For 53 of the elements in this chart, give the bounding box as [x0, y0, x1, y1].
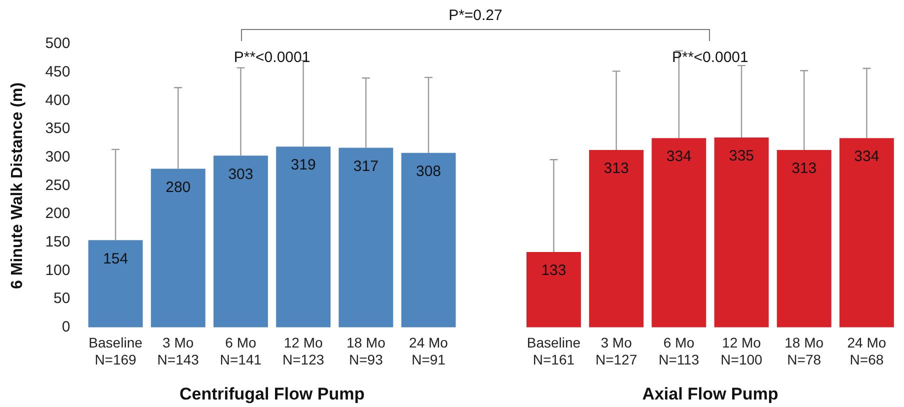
y-tick-label: 50	[54, 290, 70, 308]
bar	[150, 168, 206, 328]
x-tick-label: 18 Mo N=93	[346, 334, 386, 368]
bar	[652, 138, 706, 328]
annotation: P**<0.0001	[234, 49, 310, 66]
bar	[714, 138, 769, 328]
y-tick-label: 300	[45, 148, 70, 166]
annotation: P**<0.0001	[672, 49, 748, 66]
x-tick-label: 12 Mo N=123	[282, 334, 324, 368]
bar	[401, 152, 456, 328]
x-tick-label: 24 Mo N=68	[847, 334, 886, 368]
y-tick-label: 150	[45, 234, 70, 251]
y-axis-title: 6 Minute Walk Distance (m)	[9, 82, 26, 289]
data-label: 308	[416, 162, 442, 180]
data-label: 313	[604, 160, 629, 178]
y-tick-label: 200	[45, 205, 70, 222]
data-label: 334	[666, 148, 692, 166]
y-tick-label: 500	[45, 35, 70, 52]
data-label: 317	[353, 158, 378, 175]
bar	[526, 252, 581, 328]
data-label: 154	[103, 250, 128, 268]
text: Axial Flow Pump	[642, 384, 778, 404]
x-tick-label: 3 Mo N=127	[595, 334, 638, 368]
y-tick-label: 250	[45, 176, 70, 194]
data-label: 335	[728, 148, 754, 165]
text: Centrifugal Flow Pump	[179, 384, 365, 404]
bar	[88, 240, 143, 328]
data-label: 334	[854, 148, 880, 166]
x-tick-label: 18 Mo N=78	[784, 334, 824, 368]
y-tick-label: 100	[45, 262, 70, 279]
x-tick-label: 6 Mo N=113	[658, 334, 700, 368]
x-tick-label: 6 Mo N=141	[220, 334, 262, 368]
data-label: 319	[290, 156, 316, 174]
bar	[338, 148, 394, 328]
data-label: 313	[792, 160, 817, 178]
y-tick-label: 400	[45, 92, 70, 109]
x-tick-label: Baseline N=169	[88, 334, 143, 368]
x-tick-label: 3 Mo N=143	[157, 334, 200, 368]
y-tick-label: 450	[45, 63, 70, 80]
bar	[839, 138, 894, 328]
data-label: 280	[166, 178, 191, 196]
bar	[213, 156, 268, 328]
data-label: 303	[228, 166, 254, 183]
y-tick-label: 0	[62, 318, 70, 336]
bar	[776, 150, 832, 328]
x-tick-label: 12 Mo N=100	[720, 334, 763, 368]
bar	[589, 150, 644, 328]
x-tick-label: Baseline N=161	[526, 334, 581, 368]
bar	[276, 146, 331, 328]
y-tick-label: 350	[45, 120, 70, 138]
x-tick-label: 24 Mo N=91	[409, 334, 448, 368]
text: P*=0.27	[448, 7, 502, 24]
data-label: 133	[541, 262, 566, 280]
